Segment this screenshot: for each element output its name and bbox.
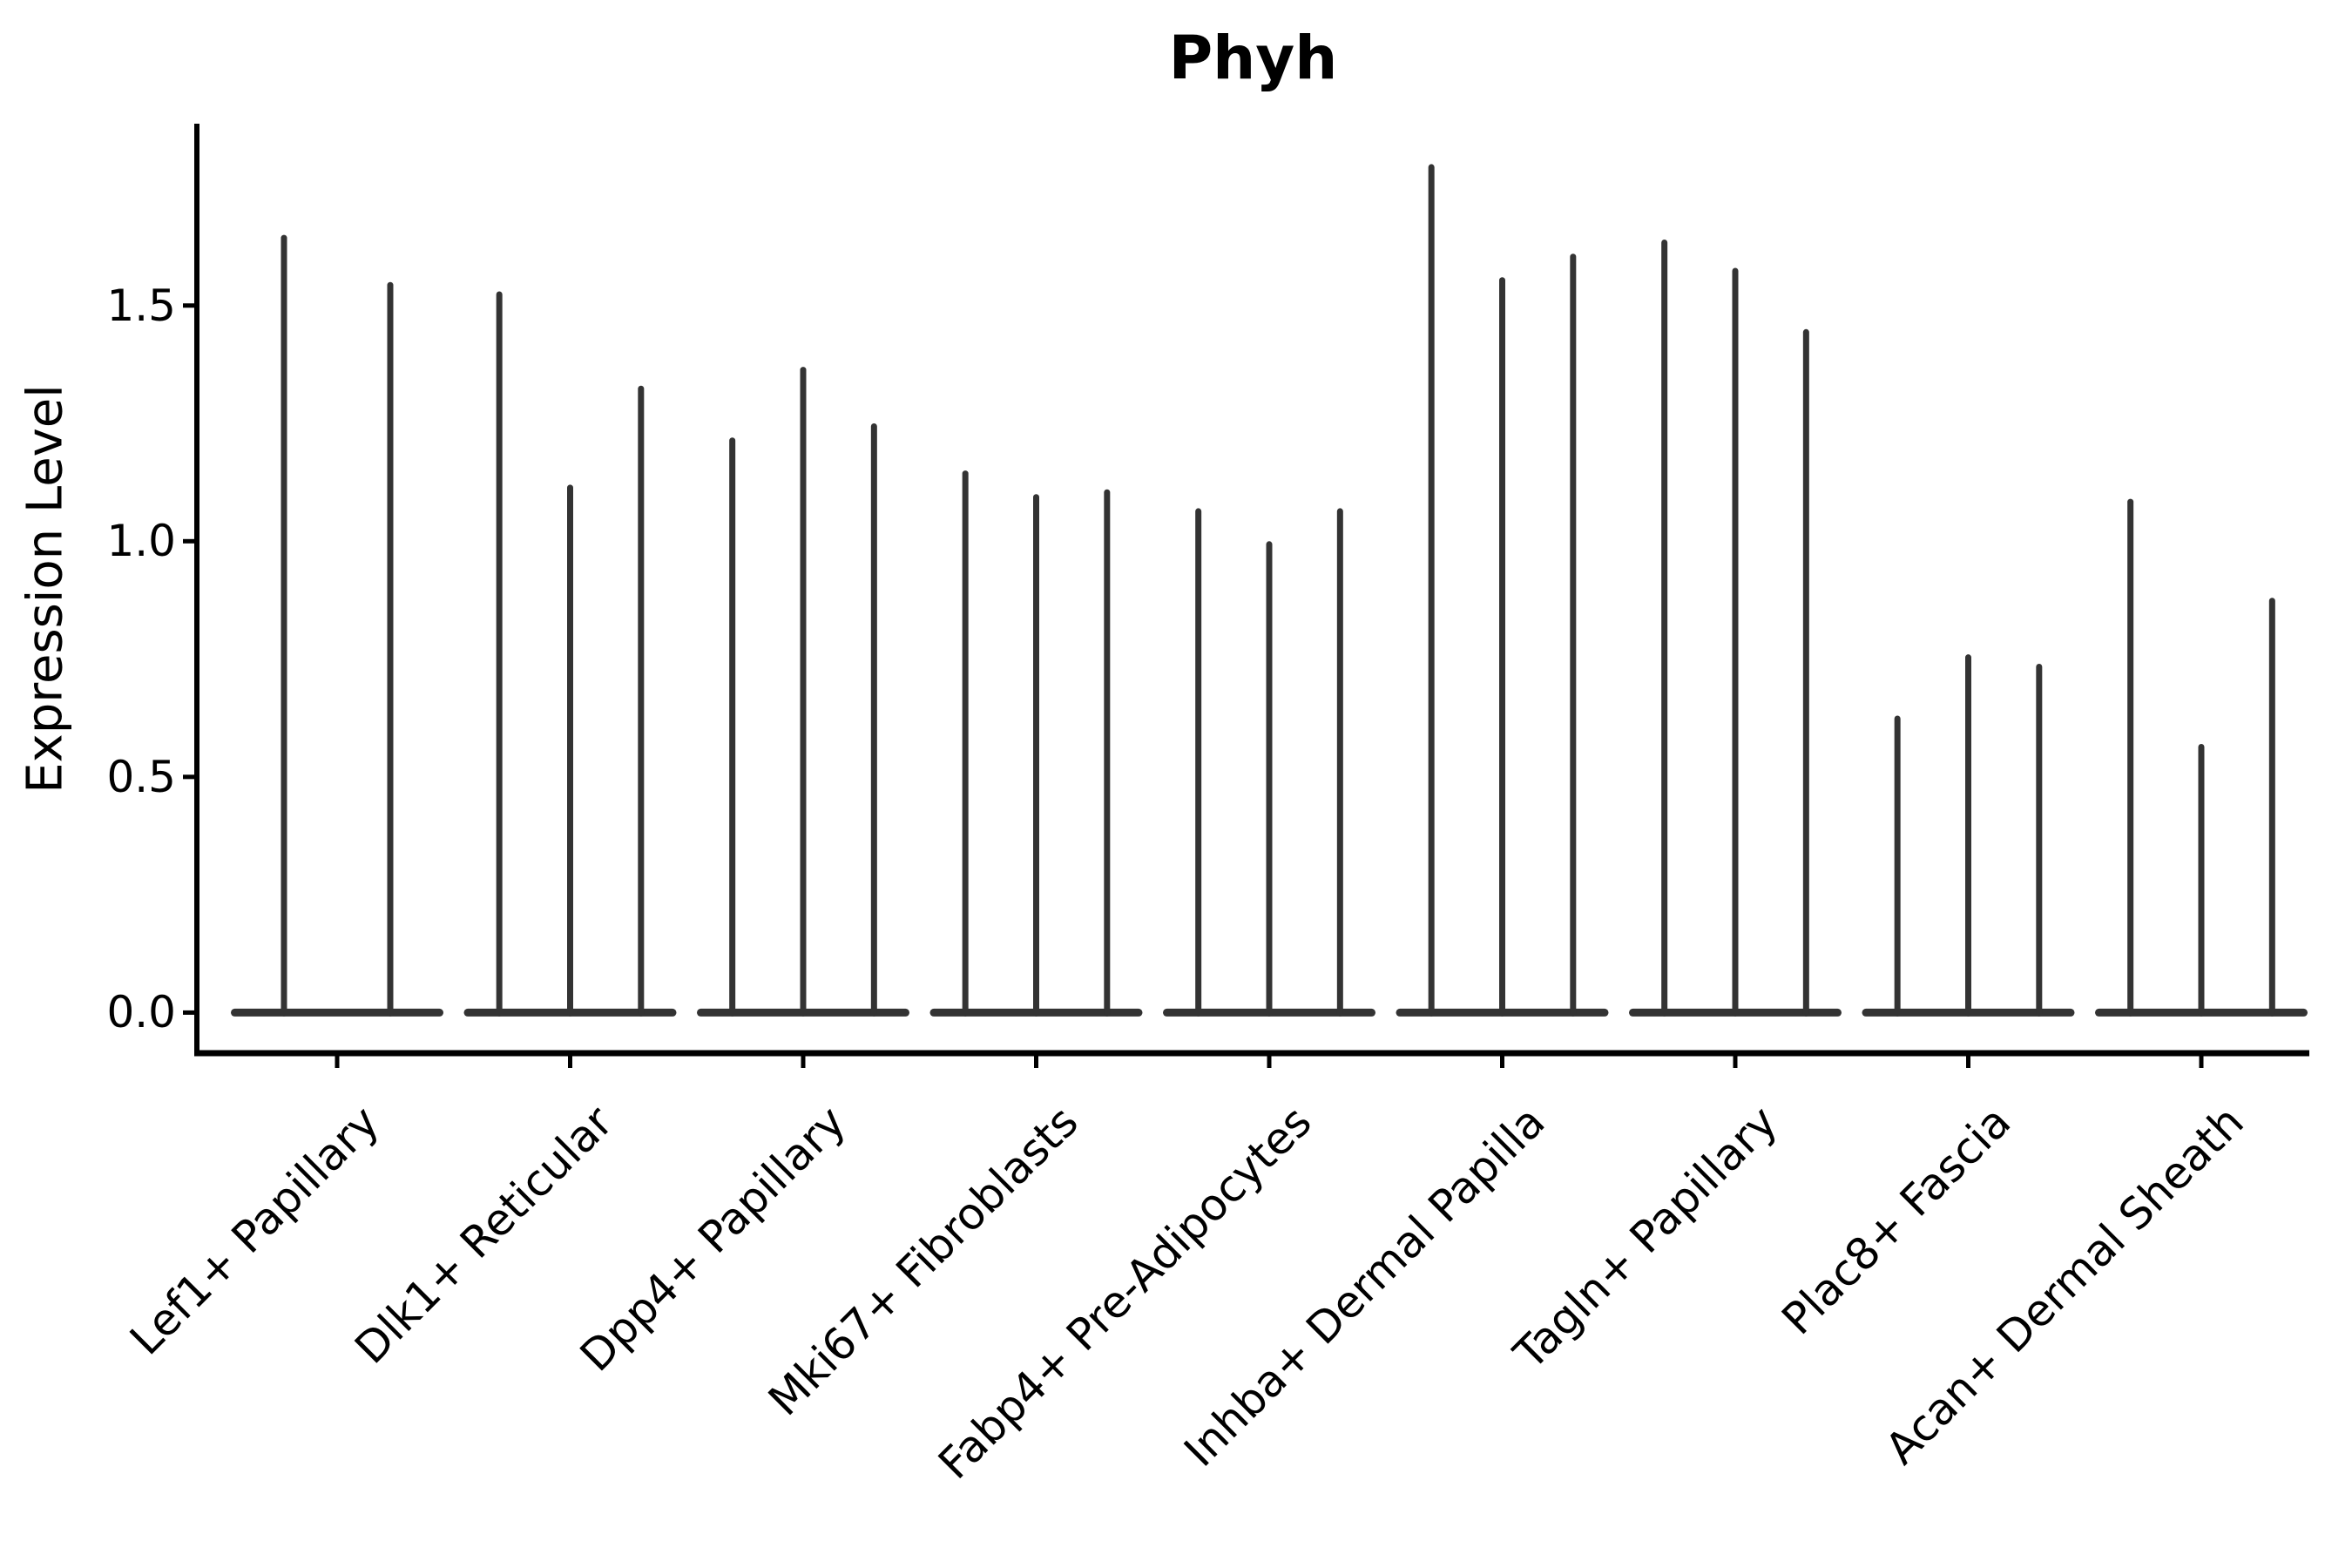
violin bbox=[962, 470, 969, 1017]
violin bbox=[1104, 489, 1111, 1017]
violin bbox=[1428, 164, 1435, 1017]
violin bbox=[1336, 508, 1343, 1017]
violin bbox=[387, 281, 394, 1017]
violin bbox=[2268, 598, 2275, 1017]
violin bbox=[800, 367, 807, 1017]
violin bbox=[729, 437, 736, 1017]
y-tick-label: 1.0 bbox=[106, 516, 176, 566]
violin bbox=[2127, 498, 2134, 1017]
y-tick-label: 1.5 bbox=[106, 280, 176, 331]
violin bbox=[1570, 253, 1577, 1017]
violin bbox=[280, 234, 287, 1017]
y-tick-label: 0.0 bbox=[106, 987, 176, 1037]
violin bbox=[1965, 654, 1971, 1017]
violin bbox=[2036, 663, 2043, 1017]
violin bbox=[496, 291, 503, 1017]
violin bbox=[1894, 715, 1901, 1017]
violin bbox=[638, 385, 645, 1017]
violin bbox=[870, 423, 877, 1017]
violin bbox=[2198, 743, 2205, 1017]
violin bbox=[1732, 267, 1739, 1017]
violin bbox=[1033, 494, 1039, 1017]
chart-title: Phyh bbox=[1168, 24, 1338, 93]
y-tick-label: 0.5 bbox=[106, 752, 176, 802]
violin bbox=[1266, 541, 1273, 1017]
violin bbox=[567, 484, 573, 1017]
violin-base bbox=[231, 1008, 443, 1017]
violin bbox=[1661, 239, 1668, 1017]
violin bbox=[1499, 277, 1505, 1017]
violin bbox=[1195, 508, 1202, 1017]
violin bbox=[1802, 328, 1809, 1017]
